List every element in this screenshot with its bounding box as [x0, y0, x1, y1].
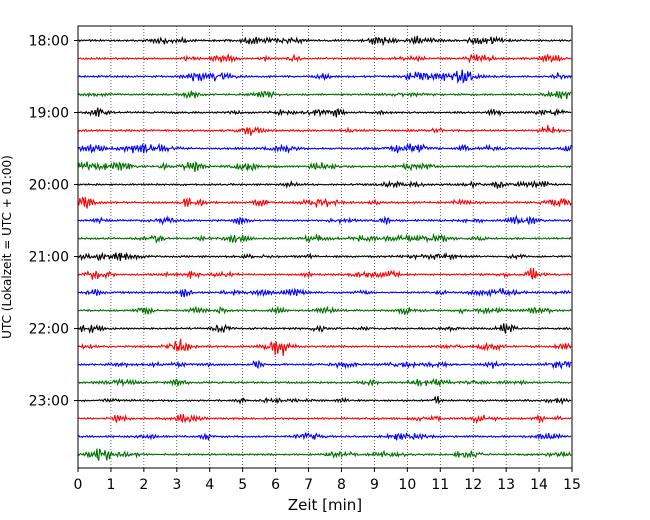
y-tick-label: 18:00 [29, 34, 69, 50]
x-tick-label: 7 [304, 477, 313, 493]
trace-row-22 [77, 432, 572, 441]
trace-row-0 [77, 35, 572, 47]
y-axis-ticks: 18:00 19:00 20:00 21:00 22:00 23:00 [29, 34, 78, 410]
trace-row-14 [77, 287, 572, 298]
trace-row-4 [77, 107, 572, 118]
trace-row-17 [77, 338, 572, 357]
x-tick-label: 12 [464, 477, 482, 493]
trace-row-16 [77, 323, 572, 334]
trace-row-9 [77, 196, 572, 209]
x-tick-label: 8 [337, 477, 346, 493]
trace-row-1 [77, 52, 572, 64]
seismic-traces [77, 35, 572, 461]
trace-row-11 [77, 232, 572, 244]
x-tick-label: 4 [205, 477, 214, 493]
plot-area-background [78, 26, 572, 468]
x-tick-label: 15 [563, 477, 581, 493]
trace-row-13 [77, 268, 572, 280]
x-axis-label: Zeit [min] [288, 496, 362, 514]
x-tick-label: 1 [106, 477, 115, 493]
x-tick-label: 6 [271, 477, 280, 493]
y-tick-label: 20:00 [29, 178, 69, 194]
trace-row-10 [77, 214, 572, 226]
trace-row-12 [77, 251, 572, 262]
y-tick-label: 22:00 [29, 322, 69, 338]
x-tick-label: 9 [370, 477, 379, 493]
trace-row-8 [77, 179, 572, 190]
y-tick-label: 21:00 [29, 250, 69, 266]
x-tick-label: 14 [530, 477, 548, 493]
x-tick-label: 2 [139, 477, 148, 493]
x-tick-label: 0 [74, 477, 83, 493]
y-axis-label: UTC (Lokalzeit = UTC + 01:00) [0, 155, 14, 339]
plot-frame [77, 25, 573, 469]
y-tick-label: 23:00 [29, 394, 69, 410]
x-tick-label: 10 [398, 477, 416, 493]
x-tick-label: 11 [431, 477, 449, 493]
trace-row-3 [77, 90, 572, 100]
y-tick-label: 19:00 [29, 106, 69, 122]
trace-row-2 [77, 69, 572, 85]
trace-row-20 [77, 395, 572, 406]
x-tick-label: 3 [172, 477, 181, 493]
trace-row-5 [77, 124, 572, 136]
trace-row-6 [77, 142, 572, 155]
trace-row-23 [77, 448, 572, 461]
x-tick-label: 13 [497, 477, 515, 493]
trace-row-19 [77, 377, 572, 388]
x-axis-ticks: 0 1 2 3 4 5 6 7 8 9 10 11 12 13 14 15 [74, 468, 581, 493]
trace-row-18 [77, 359, 572, 370]
trace-row-15 [77, 305, 572, 316]
trace-row-21 [77, 413, 572, 425]
x-tick-label: 5 [238, 477, 247, 493]
trace-row-7 [77, 160, 572, 173]
